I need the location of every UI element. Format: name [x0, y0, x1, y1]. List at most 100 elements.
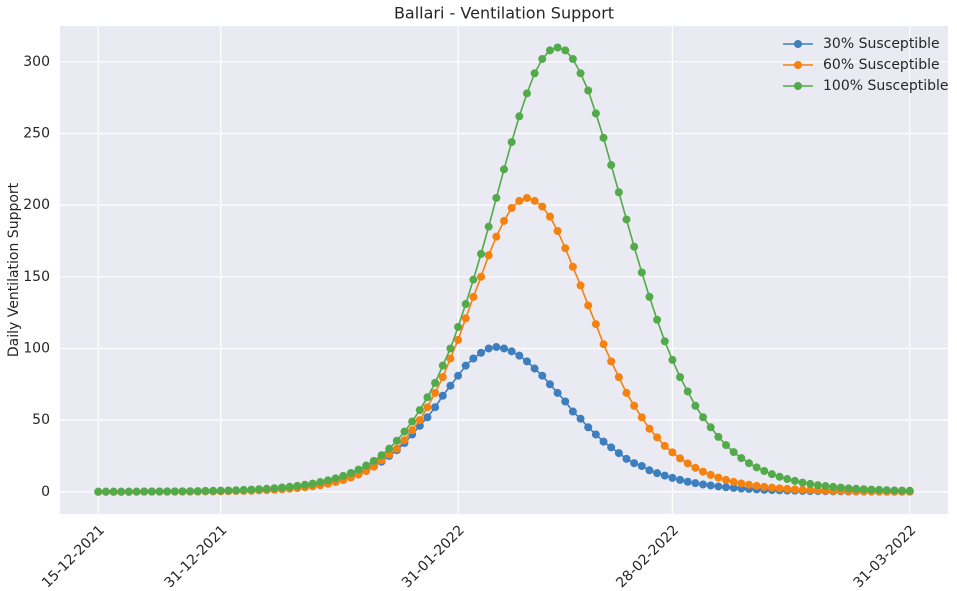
data-point [599, 133, 608, 142]
data-point [300, 480, 309, 489]
data-point [622, 388, 631, 397]
data-point [622, 215, 631, 224]
data-point [484, 251, 493, 260]
data-point [201, 486, 210, 495]
data-point [691, 479, 700, 488]
legend-label: 30% Susceptible [823, 36, 940, 52]
data-point [561, 244, 570, 253]
y-tick-label: 50 [32, 412, 50, 428]
data-point [752, 481, 761, 490]
data-point [522, 89, 531, 98]
data-point [645, 424, 654, 433]
data-point [729, 477, 738, 486]
data-point [469, 354, 478, 363]
data-point [637, 461, 646, 470]
data-point [545, 212, 554, 221]
y-tick-label: 150 [23, 269, 50, 285]
data-point [699, 413, 708, 422]
data-point [584, 423, 593, 432]
data-point [438, 391, 447, 400]
data-point [676, 454, 685, 463]
data-point [477, 348, 486, 357]
data-point [408, 426, 417, 435]
data-point [209, 486, 218, 495]
data-point [630, 459, 639, 468]
data-point [530, 69, 539, 78]
data-point [484, 222, 493, 231]
data-point [706, 481, 715, 490]
data-point [369, 456, 378, 465]
data-point [553, 226, 562, 235]
data-point [232, 486, 241, 495]
data-point [553, 43, 562, 52]
data-point [477, 249, 486, 258]
data-point [423, 413, 432, 422]
data-point [101, 487, 110, 496]
data-point [415, 416, 424, 425]
data-point [806, 479, 815, 488]
data-point [124, 487, 133, 496]
data-point [576, 414, 585, 423]
data-point [744, 459, 753, 468]
data-point [193, 487, 202, 496]
data-point [706, 470, 715, 479]
data-point [599, 437, 608, 446]
data-point [170, 487, 179, 496]
data-point [875, 485, 884, 494]
data-point [767, 483, 776, 492]
data-point [270, 484, 279, 493]
data-point [576, 69, 585, 78]
data-point [760, 467, 769, 476]
data-point [461, 361, 470, 370]
data-point [285, 482, 294, 491]
data-point [530, 196, 539, 205]
data-point [714, 473, 723, 482]
data-point [767, 470, 776, 479]
data-point [576, 281, 585, 290]
data-point [607, 161, 616, 170]
data-point [630, 242, 639, 251]
data-point [500, 165, 508, 174]
data-point [461, 314, 470, 323]
data-point [568, 407, 577, 416]
data-point [392, 444, 401, 453]
data-point [553, 388, 562, 397]
data-point [890, 486, 899, 495]
data-point [362, 461, 371, 470]
data-point [500, 216, 508, 225]
data-point [507, 138, 516, 147]
data-point [821, 482, 830, 491]
data-point [806, 486, 815, 495]
data-point [653, 433, 662, 442]
data-point [239, 485, 248, 494]
data-point [538, 202, 547, 211]
data-point [331, 474, 340, 483]
data-point [515, 196, 524, 205]
data-point [714, 482, 723, 491]
data-point [637, 413, 646, 422]
data-point [790, 476, 799, 485]
data-point [722, 441, 730, 450]
legend-label: 100% Susceptible [823, 78, 949, 94]
data-point [729, 448, 738, 457]
data-point [538, 54, 547, 63]
data-point [461, 300, 470, 309]
data-point [385, 450, 394, 459]
data-point [630, 401, 639, 410]
data-point [798, 478, 807, 487]
data-point [438, 373, 447, 382]
data-point [469, 292, 478, 301]
data-point [224, 486, 233, 495]
data-point [431, 403, 440, 412]
data-point [216, 486, 225, 495]
data-point [545, 46, 554, 55]
data-point [561, 46, 570, 55]
legend: 30% Susceptible 60% Susceptible 100% Susce… [783, 36, 949, 94]
data-point [859, 485, 868, 494]
data-point [308, 479, 317, 488]
data-point [591, 430, 600, 439]
data-point [255, 485, 264, 494]
data-point [530, 364, 539, 373]
data-point [454, 322, 463, 331]
data-point [408, 417, 417, 426]
